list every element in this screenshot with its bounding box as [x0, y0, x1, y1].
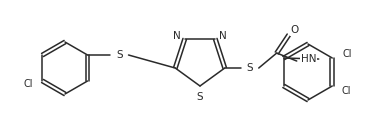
Text: N: N	[219, 31, 227, 41]
Text: HN: HN	[301, 54, 316, 64]
Text: S: S	[247, 63, 253, 73]
Text: Cl: Cl	[24, 79, 33, 89]
Text: Cl: Cl	[342, 86, 351, 96]
Text: Cl: Cl	[342, 49, 352, 59]
Text: N: N	[173, 31, 181, 41]
Text: O: O	[291, 25, 299, 35]
Text: S: S	[197, 92, 203, 102]
Text: S: S	[116, 50, 123, 60]
